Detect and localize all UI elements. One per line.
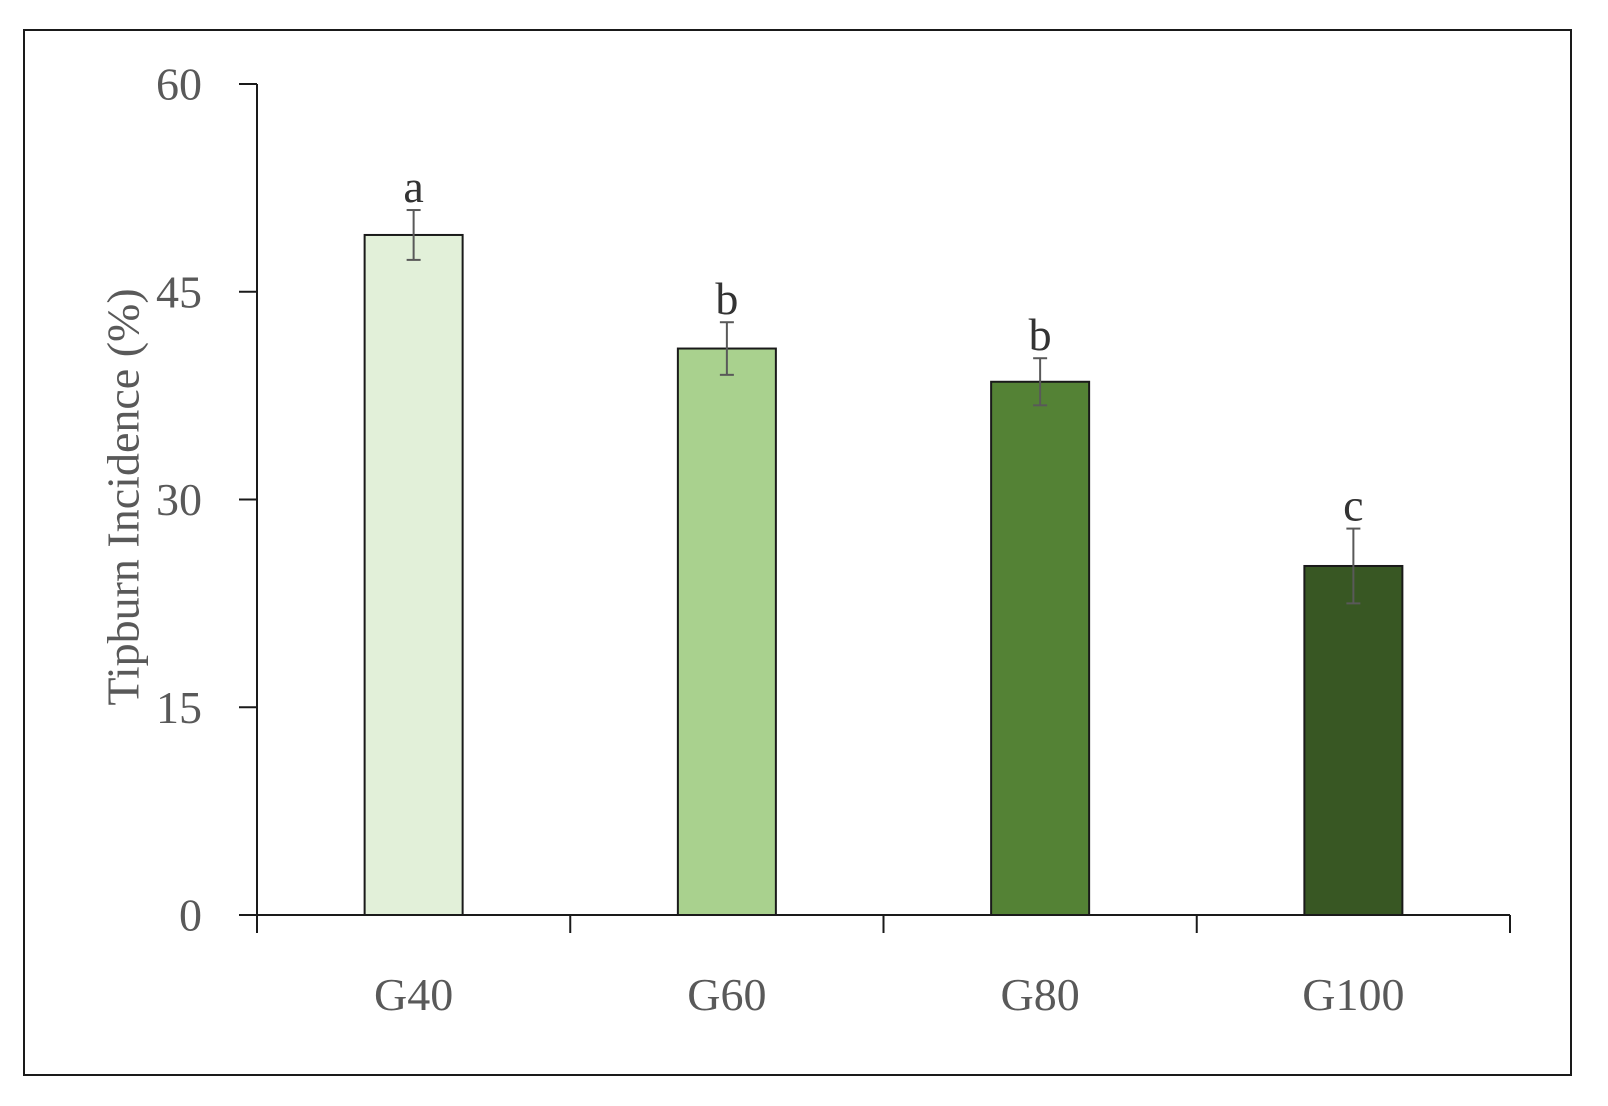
axes-layer (239, 83, 1511, 933)
x-tick-label-g60: G60 (687, 969, 766, 1020)
bars-layer (363, 233, 1404, 917)
labels-layer: a G40 b G60 b G80 c G100 0 15 30 45 60 (156, 59, 1404, 1021)
y-tick-label-15: 15 (156, 682, 202, 733)
significance-letter-g40: a (403, 161, 423, 212)
significance-letter-g100: c (1343, 480, 1363, 531)
significance-letter-g60: b (715, 273, 738, 324)
y-tick-label-30: 30 (156, 474, 202, 525)
x-tick-label-g100: G100 (1302, 969, 1404, 1020)
bar-g80 (990, 380, 1091, 916)
bar-g60 (676, 347, 777, 917)
bar-g40 (363, 233, 464, 916)
bar-g100 (1303, 564, 1404, 916)
y-tick-label-45: 45 (156, 266, 202, 317)
y-tick-label-0: 0 (179, 890, 202, 941)
error-bars-layer (406, 209, 1361, 605)
x-tick-label-g40: G40 (374, 969, 453, 1020)
significance-letter-g80: b (1029, 309, 1052, 360)
y-axis-title: Tipburn Incidence (%) (98, 288, 149, 705)
x-tick-label-g80: G80 (1001, 969, 1080, 1020)
y-tick-label-60: 60 (156, 59, 202, 110)
